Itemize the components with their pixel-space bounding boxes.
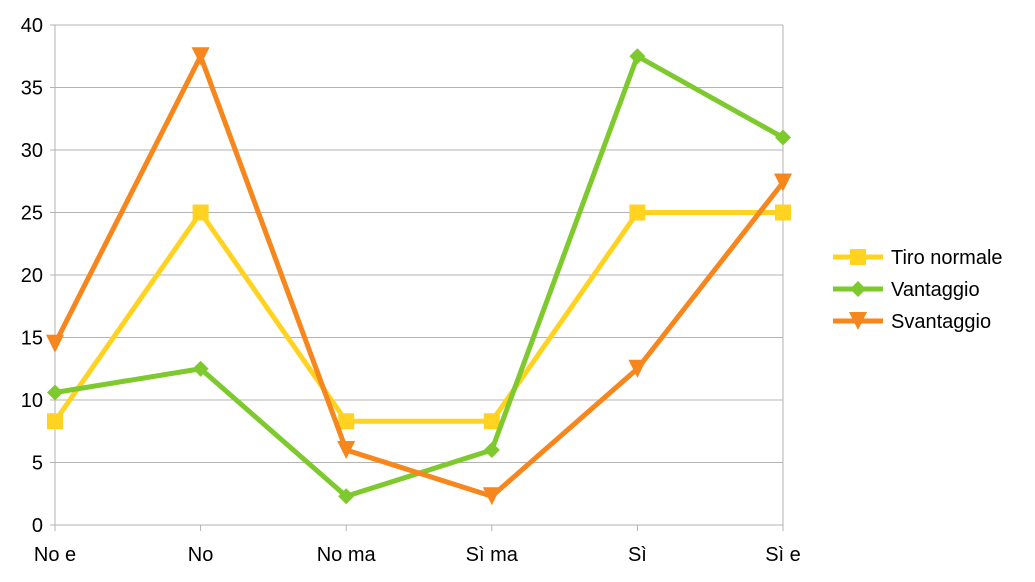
x-tick-label: No ma (317, 544, 377, 566)
legend-label: Tiro normale (891, 247, 1003, 269)
legend-marker (850, 281, 866, 297)
x-tick-label: No e (34, 544, 76, 566)
data-point (482, 487, 501, 506)
series-line (52, 53, 786, 499)
data-point (629, 204, 646, 221)
series-2 (46, 47, 792, 506)
axes: 0 5 10 15 20 25 30 35 40 No e No No ma Sì ma Sì Sì e (21, 15, 801, 566)
series-line (52, 53, 786, 499)
data-point (629, 48, 646, 65)
legend-label: Vantaggio (891, 279, 980, 301)
y-tick-label: 0 (32, 515, 43, 537)
data-point (483, 442, 500, 458)
data-point (46, 334, 64, 353)
x-tick-label: Sì ma (466, 544, 519, 566)
legend-entry: Vantaggio (833, 279, 980, 301)
y-tick-label: 10 (21, 390, 43, 412)
legend-marker (849, 312, 867, 330)
data-point (483, 413, 500, 430)
data-point (628, 359, 647, 378)
data-point (338, 488, 355, 505)
data-point (192, 204, 209, 221)
grid-lines (55, 24, 784, 525)
data-point (338, 413, 355, 430)
legend-entry: Tiro normale (833, 247, 1003, 269)
legend-marker (850, 249, 866, 265)
data-point (775, 129, 791, 146)
y-tick-label: 20 (21, 265, 43, 287)
y-tick-label: 35 (21, 78, 43, 100)
data-point (774, 173, 792, 192)
x-tick-label: No (188, 544, 214, 566)
x-tick-label: Sì e (765, 544, 801, 566)
y-tick-label: 40 (21, 15, 43, 37)
y-tick-label: 5 (32, 453, 43, 475)
legend-label: Svantaggio (891, 311, 991, 333)
data-point (192, 360, 209, 377)
data-point (337, 441, 356, 459)
y-tick-label: 25 (21, 203, 43, 225)
series-line (52, 210, 786, 424)
legend: Tiro normale Vantaggio Svantaggio (833, 247, 1003, 333)
data-point (775, 204, 791, 221)
data-point (47, 413, 63, 430)
legend-entry: Svantaggio (833, 311, 991, 333)
y-tick-label: 30 (21, 140, 43, 162)
x-tick-label: Sì (628, 544, 647, 566)
data-point (47, 384, 63, 401)
series-lines (46, 47, 792, 506)
series-0 (47, 204, 791, 430)
y-tick-label: 15 (21, 328, 43, 350)
data-point (191, 47, 210, 66)
